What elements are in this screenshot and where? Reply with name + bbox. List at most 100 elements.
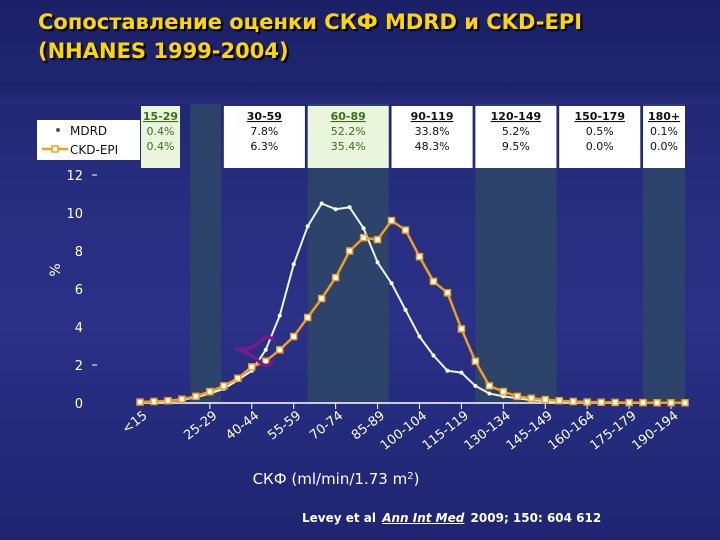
data-point — [375, 260, 380, 265]
data-point — [401, 226, 410, 234]
x-tick-label: 160-164 — [546, 408, 598, 453]
range-ckdepi-pct: 0.0% — [650, 140, 678, 153]
x-tick-label: 175-179 — [588, 408, 640, 453]
data-point — [303, 313, 312, 322]
data-point — [527, 394, 536, 402]
range-headers: 15-29 0.4% 0.4% 30-59 7.8% 6.3% 60-89 52.2% 35.4… — [141, 106, 685, 168]
data-point — [583, 398, 591, 406]
y-axis-label: % — [48, 263, 64, 276]
data-point — [305, 224, 310, 229]
data-point — [429, 277, 438, 286]
data-point — [289, 332, 298, 341]
data-point — [513, 392, 522, 401]
citation-details: 2009; 150: 604 612 — [470, 511, 602, 525]
range-header-60-89: 60-89 52.2% 35.4% — [307, 106, 389, 168]
legend-item-mdrd: MDRD — [56, 124, 107, 138]
data-point — [471, 357, 480, 365]
x-tick-label: 100-104 — [378, 408, 430, 453]
range-mdrd-pct: 7.8% — [250, 125, 278, 138]
data-point — [457, 325, 466, 333]
x-tick-label: 70-74 — [307, 408, 346, 443]
data-point — [234, 374, 242, 383]
curve-marker — [235, 335, 276, 368]
data-point — [164, 396, 172, 405]
x-tick-label: 145-149 — [504, 408, 556, 453]
title-band — [0, 82, 720, 104]
data-point — [431, 353, 436, 358]
data-point — [389, 281, 394, 286]
x-tick-label: 25-29 — [181, 408, 220, 443]
data-point — [473, 383, 478, 388]
range-mdrd-pct: 52.2% — [331, 125, 366, 138]
y-tick-label: 6 — [75, 283, 83, 298]
range-header-150-179: 150-179 0.5% 0.0% — [559, 106, 641, 168]
data-point — [485, 382, 494, 390]
range-mdrd-pct: 33.8% — [415, 125, 450, 138]
y-tick-label: 4 — [75, 321, 83, 336]
data-point — [415, 252, 424, 261]
data-point — [291, 262, 296, 267]
range-header-box — [141, 106, 180, 168]
range-ckdepi-pct: 6.3% — [250, 140, 278, 153]
data-point — [445, 368, 450, 373]
data-point — [555, 396, 563, 405]
legend-mdrd-label: MDRD — [70, 124, 107, 138]
range-mdrd-pct: 0.5% — [586, 125, 614, 138]
bracket-mark — [235, 335, 276, 368]
data-point — [625, 398, 633, 407]
data-point — [597, 398, 605, 406]
data-point — [541, 395, 550, 404]
range-ckdepi-pct: 9.5% — [502, 140, 530, 153]
data-point — [387, 216, 396, 225]
range-label: 15-29 — [143, 110, 178, 123]
data-point — [487, 391, 492, 396]
range-ckdepi-pct: 0.0% — [586, 140, 614, 153]
data-point — [345, 247, 354, 255]
band-15-29 — [190, 104, 222, 403]
range-header-box — [391, 106, 473, 168]
legend-ckdepi-label: CKD-EPI — [70, 143, 118, 157]
legend-mdrd-marker — [56, 128, 60, 132]
title-line-1: Сопоставление оценки СКФ MDRD и CKD-EPI — [38, 10, 583, 34]
x-axis-label: СКФ (ml/min/1.73 m2) — [253, 470, 420, 488]
y-tick-label: 2 — [75, 359, 83, 374]
range-mdrd-pct: 0.4% — [147, 125, 175, 138]
citation-journal: Ann Int Med — [382, 511, 465, 525]
data-point — [333, 207, 338, 212]
range-header-30-59: 30-59 7.8% 6.3% — [223, 106, 305, 168]
data-point — [263, 347, 268, 352]
range-label: 60-89 — [331, 110, 366, 123]
range-label: 150-179 — [575, 110, 626, 123]
y-tick-label: 8 — [75, 245, 83, 260]
data-point — [611, 398, 619, 407]
data-point — [347, 205, 352, 210]
data-point — [681, 399, 689, 407]
data-point — [459, 370, 464, 375]
data-point — [403, 307, 408, 312]
data-point — [277, 313, 282, 318]
data-point — [569, 397, 577, 406]
legend-ckdepi-marker — [51, 145, 59, 153]
citation: Levey et al Ann Int Med 2009; 150: 604 6… — [302, 511, 601, 525]
data-point — [331, 273, 340, 282]
range-ckdepi-pct: 0.4% — [147, 140, 175, 153]
range-label: 90-119 — [411, 110, 454, 123]
series-line — [139, 219, 685, 405]
series-ckd-epi — [136, 216, 689, 407]
range-header-box — [223, 106, 305, 168]
data-point — [359, 233, 368, 242]
data-point — [275, 346, 284, 354]
data-point — [317, 294, 326, 303]
data-point — [639, 398, 647, 407]
data-point — [361, 226, 366, 231]
data-point — [220, 382, 228, 390]
data-point — [653, 399, 661, 407]
data-point — [373, 235, 382, 244]
range-mdrd-pct: 5.2% — [502, 125, 530, 138]
series-line — [139, 202, 685, 404]
legend-item-ckdepi: CKD-EPI — [42, 143, 118, 157]
series-lines — [136, 201, 689, 407]
y-tick-label: 0 — [75, 397, 83, 412]
data-point — [136, 398, 144, 406]
